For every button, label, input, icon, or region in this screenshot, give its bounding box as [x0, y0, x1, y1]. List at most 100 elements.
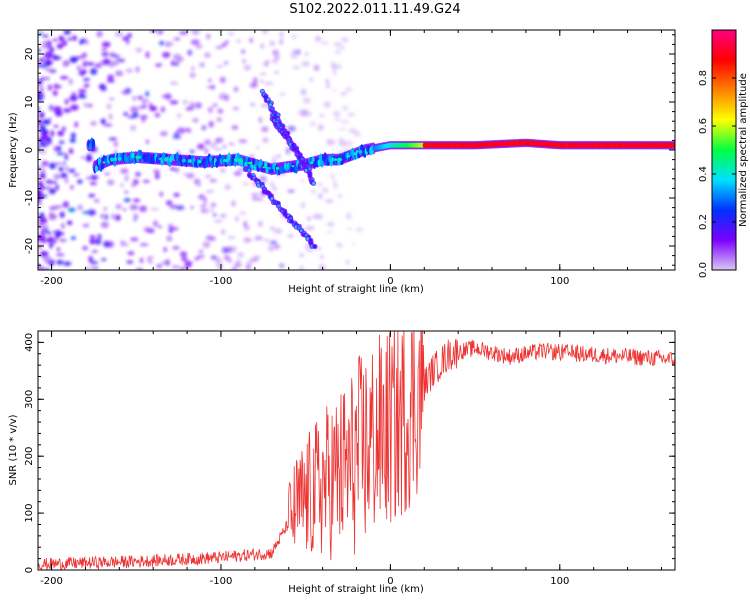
- spectrogram-noise-blob: [337, 128, 347, 131]
- spectrogram-noise-blob: [90, 265, 98, 270]
- spectrogram-noise-blob: [45, 139, 49, 142]
- spectrogram-noise-blob: [106, 79, 115, 83]
- spectrogram-noise-blob: [250, 102, 256, 107]
- spectrogram-noise-blob: [337, 194, 343, 198]
- spectrogram-noise-blob: [260, 103, 270, 108]
- spectrogram-noise-blob: [220, 213, 227, 218]
- branch-core: [269, 103, 272, 107]
- spectrogram-noise-blob: [300, 201, 306, 209]
- spectrogram-noise-blob: [276, 154, 282, 159]
- spectrogram-noise-blob: [102, 58, 111, 65]
- spectrogram-noise-blob: [243, 237, 252, 243]
- spectrogram-noise-blob: [273, 244, 281, 250]
- spectrogram-noise-blob: [342, 105, 349, 111]
- spectrogram-noise-blob: [46, 46, 53, 50]
- spectrogram-noise-blob: [89, 181, 97, 186]
- spectrogram-noise-blob: [38, 94, 46, 98]
- spectrogram-noise-blob: [318, 264, 326, 270]
- spectrogram-noise-blob: [88, 255, 94, 263]
- ridge-peak: [102, 161, 106, 164]
- spectrogram-noise-blob: [58, 35, 64, 42]
- spectrogram-noise-blob: [269, 226, 275, 231]
- spectrogram-noise-blob: [56, 229, 60, 234]
- spectrogram-noise-blob: [268, 245, 275, 252]
- snr-y-axis-label: SNR (10 * v/v): [8, 414, 19, 485]
- spectrogram-noise-blob: [213, 219, 223, 223]
- spectrogram-noise-blob: [270, 181, 275, 188]
- ridge-peak: [336, 157, 343, 162]
- ridge-peak: [164, 157, 169, 162]
- spectrogram-noise-blob: [321, 41, 329, 45]
- spectrogram-x-axis-label: Height of straight line (km): [288, 284, 424, 295]
- spectrogram-noise-blob: [219, 167, 226, 174]
- spectrogram-noise-blob: [67, 37, 72, 41]
- spectrogram-noise-blob: [239, 211, 247, 215]
- colorbar-tick-label: 0.8: [698, 70, 709, 86]
- spectrogram-noise-blob: [161, 261, 171, 265]
- spectrogram-noise-blob: [304, 243, 311, 249]
- spectrogram-noise-blob: [255, 197, 263, 201]
- spectrogram-noise-blob: [290, 52, 299, 59]
- spectrogram-noise-blob: [169, 81, 179, 85]
- snr-y-tick-label: 300: [24, 390, 35, 409]
- colorbar-tick-label: 0.2: [698, 214, 709, 230]
- spectrogram-noise-blob: [199, 204, 206, 209]
- spectrogram-noise-blob: [173, 37, 181, 41]
- spectrogram-noise-blob: [50, 130, 55, 137]
- spectrogram-noise-blob: [63, 108, 72, 113]
- spectrogram-noise-blob: [107, 74, 114, 81]
- spectrogram-noise-blob: [57, 130, 64, 137]
- spectrogram-noise-blob: [79, 39, 84, 45]
- spectrogram-noise-blob: [127, 115, 136, 119]
- spectrogram-noise-blob: [333, 183, 338, 190]
- spectrogram-noise-blob: [208, 120, 214, 128]
- spectrogram-noise-blob: [224, 254, 230, 261]
- spectrogram-noise-blob: [216, 117, 223, 122]
- spectrogram-noise-blob: [204, 175, 212, 178]
- spectrogram-noise-blob: [39, 149, 47, 155]
- spectrogram-noise-blob: [68, 78, 73, 85]
- ridge-peak: [328, 158, 333, 161]
- spectrogram-noise-blob: [217, 108, 224, 114]
- spectrogram-noise-blob: [338, 141, 347, 147]
- ridge-peak: [247, 161, 253, 165]
- spectrogram-noise-blob: [135, 172, 141, 177]
- spectrogram-noise-blob: [87, 62, 95, 66]
- spectrogram-noise-blob: [127, 251, 135, 256]
- ridge-peak: [358, 149, 363, 154]
- spectrogram-noise-blob: [287, 125, 296, 132]
- spectrogram-noise-blob: [252, 77, 258, 84]
- spectrogram-noise-blob: [279, 31, 284, 38]
- spectrogram-noise-blob: [56, 247, 61, 252]
- spectrogram-noise-blob: [157, 225, 162, 229]
- ridge-core: [259, 158, 263, 168]
- spectrogram-noise-blob: [206, 34, 211, 40]
- spectrogram-noise-blob: [56, 259, 64, 265]
- spectrogram-noise-blob: [122, 208, 127, 211]
- spectrogram-noise-blob: [223, 94, 230, 102]
- spectrogram-noise-blob: [44, 228, 49, 232]
- spectrogram-noise-blob: [263, 137, 269, 143]
- spectrogram-noise-blob: [206, 85, 216, 89]
- spectrogram-noise-blob: [71, 236, 76, 240]
- spectrogram-noise-blob: [146, 256, 154, 259]
- spectrogram-noise-blob: [39, 172, 46, 179]
- spectrogram-noise-blob: [100, 213, 105, 219]
- spectrogram-noise-blob: [159, 131, 168, 137]
- spectrogram-noise-blob: [141, 99, 149, 103]
- snr-y-tick-label: 0: [24, 567, 35, 573]
- spectrogram-noise-blob: [339, 46, 346, 50]
- branch-core: [247, 168, 251, 172]
- branch-core: [290, 219, 293, 223]
- spectrogram-noise-blob: [160, 106, 166, 113]
- spectrogram-noise-blob: [64, 165, 69, 172]
- spectrogram-noise-blob: [201, 209, 206, 213]
- spectrogram-noise-blob: [100, 118, 106, 125]
- spectrogram-noise-blob: [41, 77, 46, 80]
- spectrogram-noise-blob: [38, 119, 44, 126]
- spectrogram-noise-blob: [94, 238, 102, 245]
- spectrogram-noise-blob: [302, 97, 311, 104]
- spectrogram-noise-blob: [38, 201, 42, 206]
- spectrogram-noise-blob: [194, 102, 202, 109]
- spectrogram-noise-blob: [133, 213, 139, 219]
